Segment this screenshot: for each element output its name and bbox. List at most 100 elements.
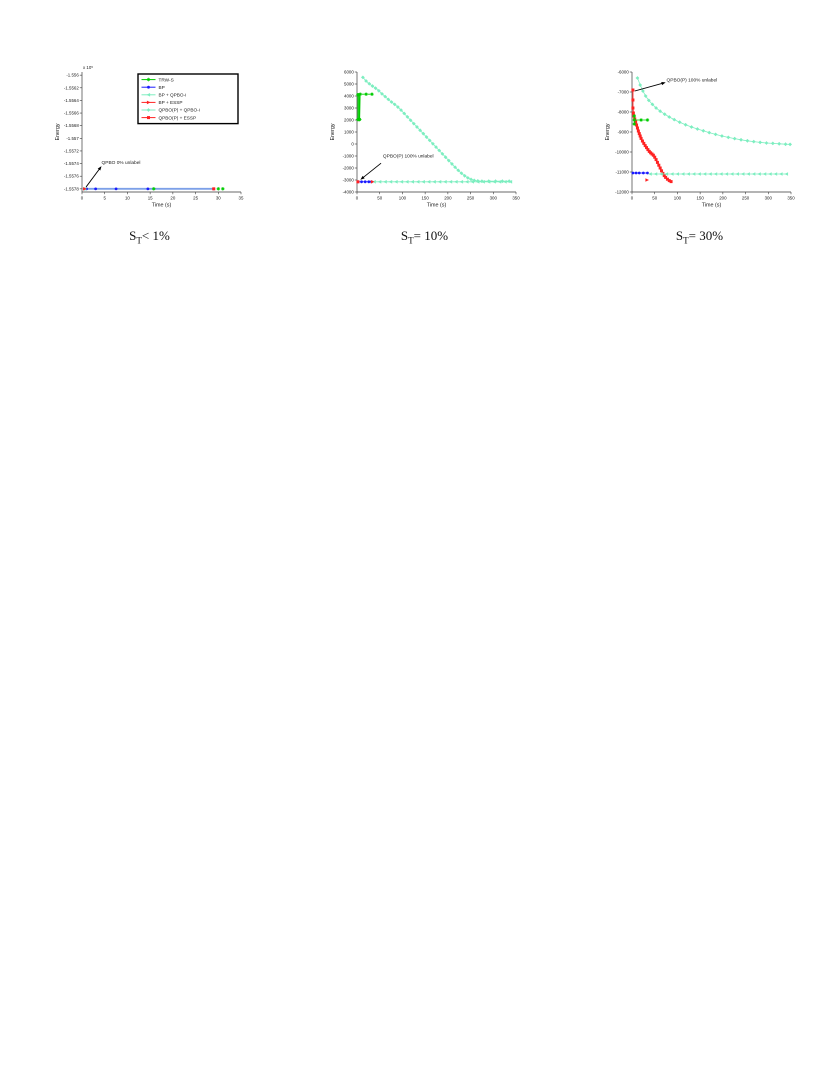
svg-text:-6000: -6000 (618, 70, 630, 75)
svg-text:-1.5574: -1.5574 (64, 161, 79, 166)
chart-caption: ST= 30% (676, 228, 723, 246)
svg-text:5: 5 (103, 196, 106, 201)
svg-text:-9000: -9000 (618, 130, 630, 135)
series-bp (631, 171, 649, 175)
svg-text:6000: 6000 (344, 70, 354, 75)
y-axis-label: Energy (55, 123, 61, 140)
series-trw-s (356, 92, 374, 122)
series-qpbo-p-essp (212, 187, 216, 191)
series-trw-s (151, 187, 225, 191)
svg-text:100: 100 (674, 196, 682, 201)
series-qpbo-p-qpbo-i (361, 75, 512, 184)
svg-text:100: 100 (399, 196, 407, 201)
x-axis-label: Time (s) (152, 203, 172, 209)
svg-text:20: 20 (170, 196, 175, 201)
chart-caption: ST< 1% (129, 228, 170, 246)
svg-text:-1.556: -1.556 (66, 73, 79, 78)
series-bp-qpbo-i (372, 180, 513, 184)
svg-text:1000: 1000 (344, 130, 354, 135)
svg-text:-2000: -2000 (343, 166, 355, 171)
caption-post: = 10% (413, 228, 449, 243)
svg-text:150: 150 (696, 196, 704, 201)
caption-post: = 30% (688, 228, 724, 243)
chart-st-lt-1pct-plot: 0 5 10 15 20 25 30 35 -1.556 -1.5562 -1.5564 -1.556… (55, 65, 244, 209)
annotation-unlabel: QPBO(P) 100% unlabel (634, 78, 717, 92)
svg-text:2000: 2000 (344, 118, 354, 123)
svg-text:-1.5576: -1.5576 (64, 174, 79, 179)
svg-text:300: 300 (765, 196, 773, 201)
svg-text:-1.5578: -1.5578 (64, 186, 79, 191)
axis-exponent-label: x 10⁵ (83, 65, 93, 70)
series-bp-essp (370, 180, 375, 184)
legend-label: BP (159, 85, 165, 90)
svg-text:4000: 4000 (344, 94, 354, 99)
svg-text:30: 30 (216, 196, 221, 201)
legend-label: BP + QPBO-i (159, 93, 187, 98)
svg-text:15: 15 (148, 196, 153, 201)
series-trw-s (632, 114, 650, 126)
svg-text:200: 200 (719, 196, 727, 201)
legend-item-qpbo-p-qpbo-i: QPBO(P) + QPBO-i (141, 108, 200, 113)
series-qpbo-p-essp (631, 88, 673, 184)
legend-item-bp-qpbo-i: BP + QPBO-i (141, 93, 187, 98)
series-bp-qpbo-i (648, 172, 789, 176)
svg-text:-1.5562: -1.5562 (64, 85, 79, 90)
legend-item-qpbo-p-essp: QPBO(P) + ESSP (141, 115, 196, 120)
svg-text:-11000: -11000 (615, 170, 629, 175)
svg-text:-10000: -10000 (615, 150, 629, 155)
chart-st-30pct-plot: 0 50 100 150 200 250 300 350 -6000 -7000 -8000 -900… (605, 70, 795, 209)
axes: 0 5 10 15 20 25 30 35 -1.556 -1.5562 -1.5564 -1.556… (64, 72, 244, 201)
annotation-text: QPBO 0% unlabel (102, 160, 141, 166)
svg-text:-3000: -3000 (343, 178, 355, 183)
svg-text:-1000: -1000 (343, 154, 355, 159)
legend: TRW-S BP BP + QPBO-i BP + ESSP QPBO(P) + QPB… (137, 73, 239, 125)
svg-text:5000: 5000 (344, 82, 354, 87)
caption-sub: T (683, 235, 689, 246)
charts-row: 0 5 10 15 20 25 30 35 -1.556 -1.5562 -1.5564 -1.556… (12, 44, 830, 262)
annotation-unlabel: QPBO(P) 100% unlabel (360, 153, 434, 180)
annotation-text: QPBO(P) 100% unlabel (383, 153, 434, 159)
svg-text:350: 350 (787, 196, 795, 201)
caption-pre: S (129, 228, 137, 243)
series-bp-essp (83, 187, 87, 191)
svg-text:-1.5564: -1.5564 (64, 98, 79, 103)
svg-text:-7000: -7000 (618, 90, 630, 95)
svg-text:-1.5566: -1.5566 (64, 111, 79, 116)
svg-text:-4000: -4000 (343, 190, 355, 195)
caption-pre: S (675, 228, 684, 243)
caption-sub: T (136, 235, 142, 246)
legend-label: QPBO(P) + QPBO-i (159, 108, 200, 113)
series-bp (82, 187, 216, 191)
svg-text:-12000: -12000 (615, 190, 629, 195)
svg-text:350: 350 (512, 196, 520, 201)
svg-text:25: 25 (193, 196, 198, 201)
svg-text:10: 10 (125, 196, 130, 201)
caption-pre: S (400, 228, 409, 243)
chart-st-10pct-plot: 0 50 100 150 200 250 300 350 6000 5000 4000 3000 200… (330, 70, 521, 209)
svg-text:-1.5568: -1.5568 (64, 123, 79, 128)
svg-text:0: 0 (81, 196, 84, 201)
chart-st-lt-1pct: 0 5 10 15 20 25 30 35 -1.556 -1.5562 -1.5564 -1.556… (52, 60, 247, 246)
axes: 0 50 100 150 200 250 300 350 -6000 -7000 -8000 -900… (615, 70, 795, 201)
legend-item-trw-s: TRW-S (141, 77, 174, 82)
svg-text:0: 0 (351, 142, 354, 147)
svg-text:250: 250 (742, 196, 750, 201)
svg-text:-1.5572: -1.5572 (64, 148, 79, 153)
axes: 0 50 100 150 200 250 300 350 6000 5000 4000 3000 200… (343, 70, 521, 201)
legend-item-bp-essp: BP + ESSP (141, 100, 183, 105)
svg-text:-8000: -8000 (618, 110, 630, 115)
svg-text:300: 300 (490, 196, 498, 201)
series-qpbo-p-qpbo-i (635, 76, 792, 147)
chart-st-10pct: 0 50 100 150 200 250 300 350 6000 5000 4000 3000 200… (327, 60, 522, 246)
chart-st-30pct: 0 50 100 150 200 250 300 350 -6000 -7000 -8000 -900… (602, 60, 797, 246)
caption-post: < 1% (141, 228, 170, 243)
svg-text:250: 250 (467, 196, 475, 201)
svg-text:3000: 3000 (344, 106, 354, 111)
annotation-unlabel: QPBO 0% unlabel (85, 160, 141, 188)
series-qpbo-p-essp (356, 180, 360, 184)
svg-text:200: 200 (444, 196, 452, 201)
svg-text:150: 150 (421, 196, 429, 201)
svg-text:50: 50 (377, 196, 382, 201)
svg-text:35: 35 (239, 196, 244, 201)
svg-text:0: 0 (356, 196, 359, 201)
